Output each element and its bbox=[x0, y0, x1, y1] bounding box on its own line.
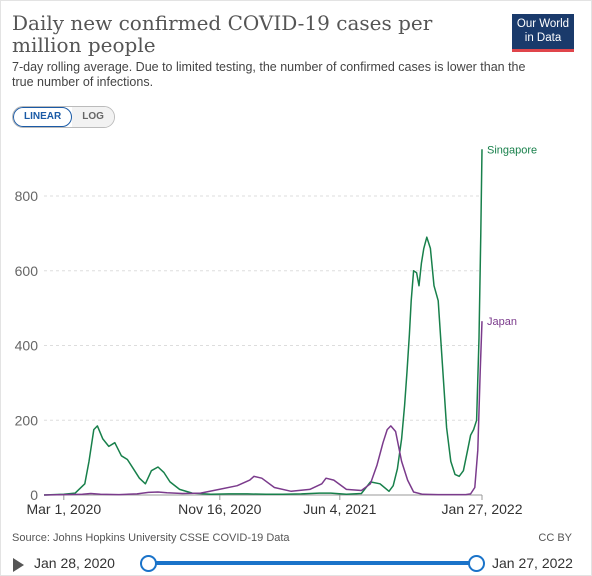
timeline-start-handle[interactable] bbox=[140, 555, 157, 572]
timeline-start-label: Jan 28, 2020 bbox=[34, 555, 115, 571]
x-tick-label: Nov 16, 2020 bbox=[178, 501, 261, 517]
logo-accent-bar bbox=[512, 49, 574, 52]
y-tick-label: 600 bbox=[15, 263, 39, 279]
x-axis-ticks: Mar 1, 2020 Nov 16, 2020 Jun 4, 2021 Jan 27… bbox=[26, 495, 523, 517]
series-label-singapore: Singapore bbox=[487, 144, 537, 156]
series-line-japan[interactable] bbox=[43, 321, 483, 496]
y-tick-label: 200 bbox=[15, 412, 39, 428]
log-scale-button[interactable]: LOG bbox=[72, 107, 114, 127]
chart-title: Daily new confirmed COVID-19 cases per m… bbox=[12, 11, 433, 57]
chart-subtitle: 7-day rolling average. Due to limited te… bbox=[12, 60, 526, 89]
timeline-end-label: Jan 27, 2022 bbox=[492, 555, 573, 571]
x-tick-label: Jun 4, 2021 bbox=[303, 501, 376, 517]
timeline-track[interactable] bbox=[147, 561, 477, 565]
timeline-end-handle[interactable] bbox=[468, 555, 485, 572]
y-tick-label: 0 bbox=[30, 487, 38, 503]
play-icon[interactable] bbox=[13, 558, 24, 572]
y-tick-label: 800 bbox=[15, 188, 39, 204]
owid-logo[interactable]: Our World in Data bbox=[512, 14, 574, 52]
series-line-singapore[interactable] bbox=[43, 149, 483, 496]
y-axis-ticks: 0 200 400 600 800 bbox=[15, 188, 39, 503]
logo-line-2: in Data bbox=[524, 32, 562, 44]
timeline-controls: Jan 28, 2020 Jan 27, 2022 bbox=[0, 550, 592, 576]
series-labels: Singapore Japan bbox=[487, 144, 537, 328]
series-label-japan: Japan bbox=[487, 316, 517, 328]
logo-line-1: Our World bbox=[516, 18, 570, 30]
source-note[interactable]: Source: Johns Hopkins University CSSE CO… bbox=[12, 532, 290, 544]
license-label[interactable]: CC BY bbox=[538, 532, 572, 544]
linear-scale-button[interactable]: LINEAR bbox=[13, 107, 73, 127]
x-tick-label: Mar 1, 2020 bbox=[26, 501, 101, 517]
y-tick-label: 400 bbox=[15, 338, 39, 354]
gridlines bbox=[44, 195, 482, 496]
series-lines bbox=[43, 149, 483, 496]
x-tick-label: Jan 27, 2022 bbox=[442, 501, 523, 517]
scale-toggle[interactable]: LINEAR LOG bbox=[12, 106, 115, 128]
